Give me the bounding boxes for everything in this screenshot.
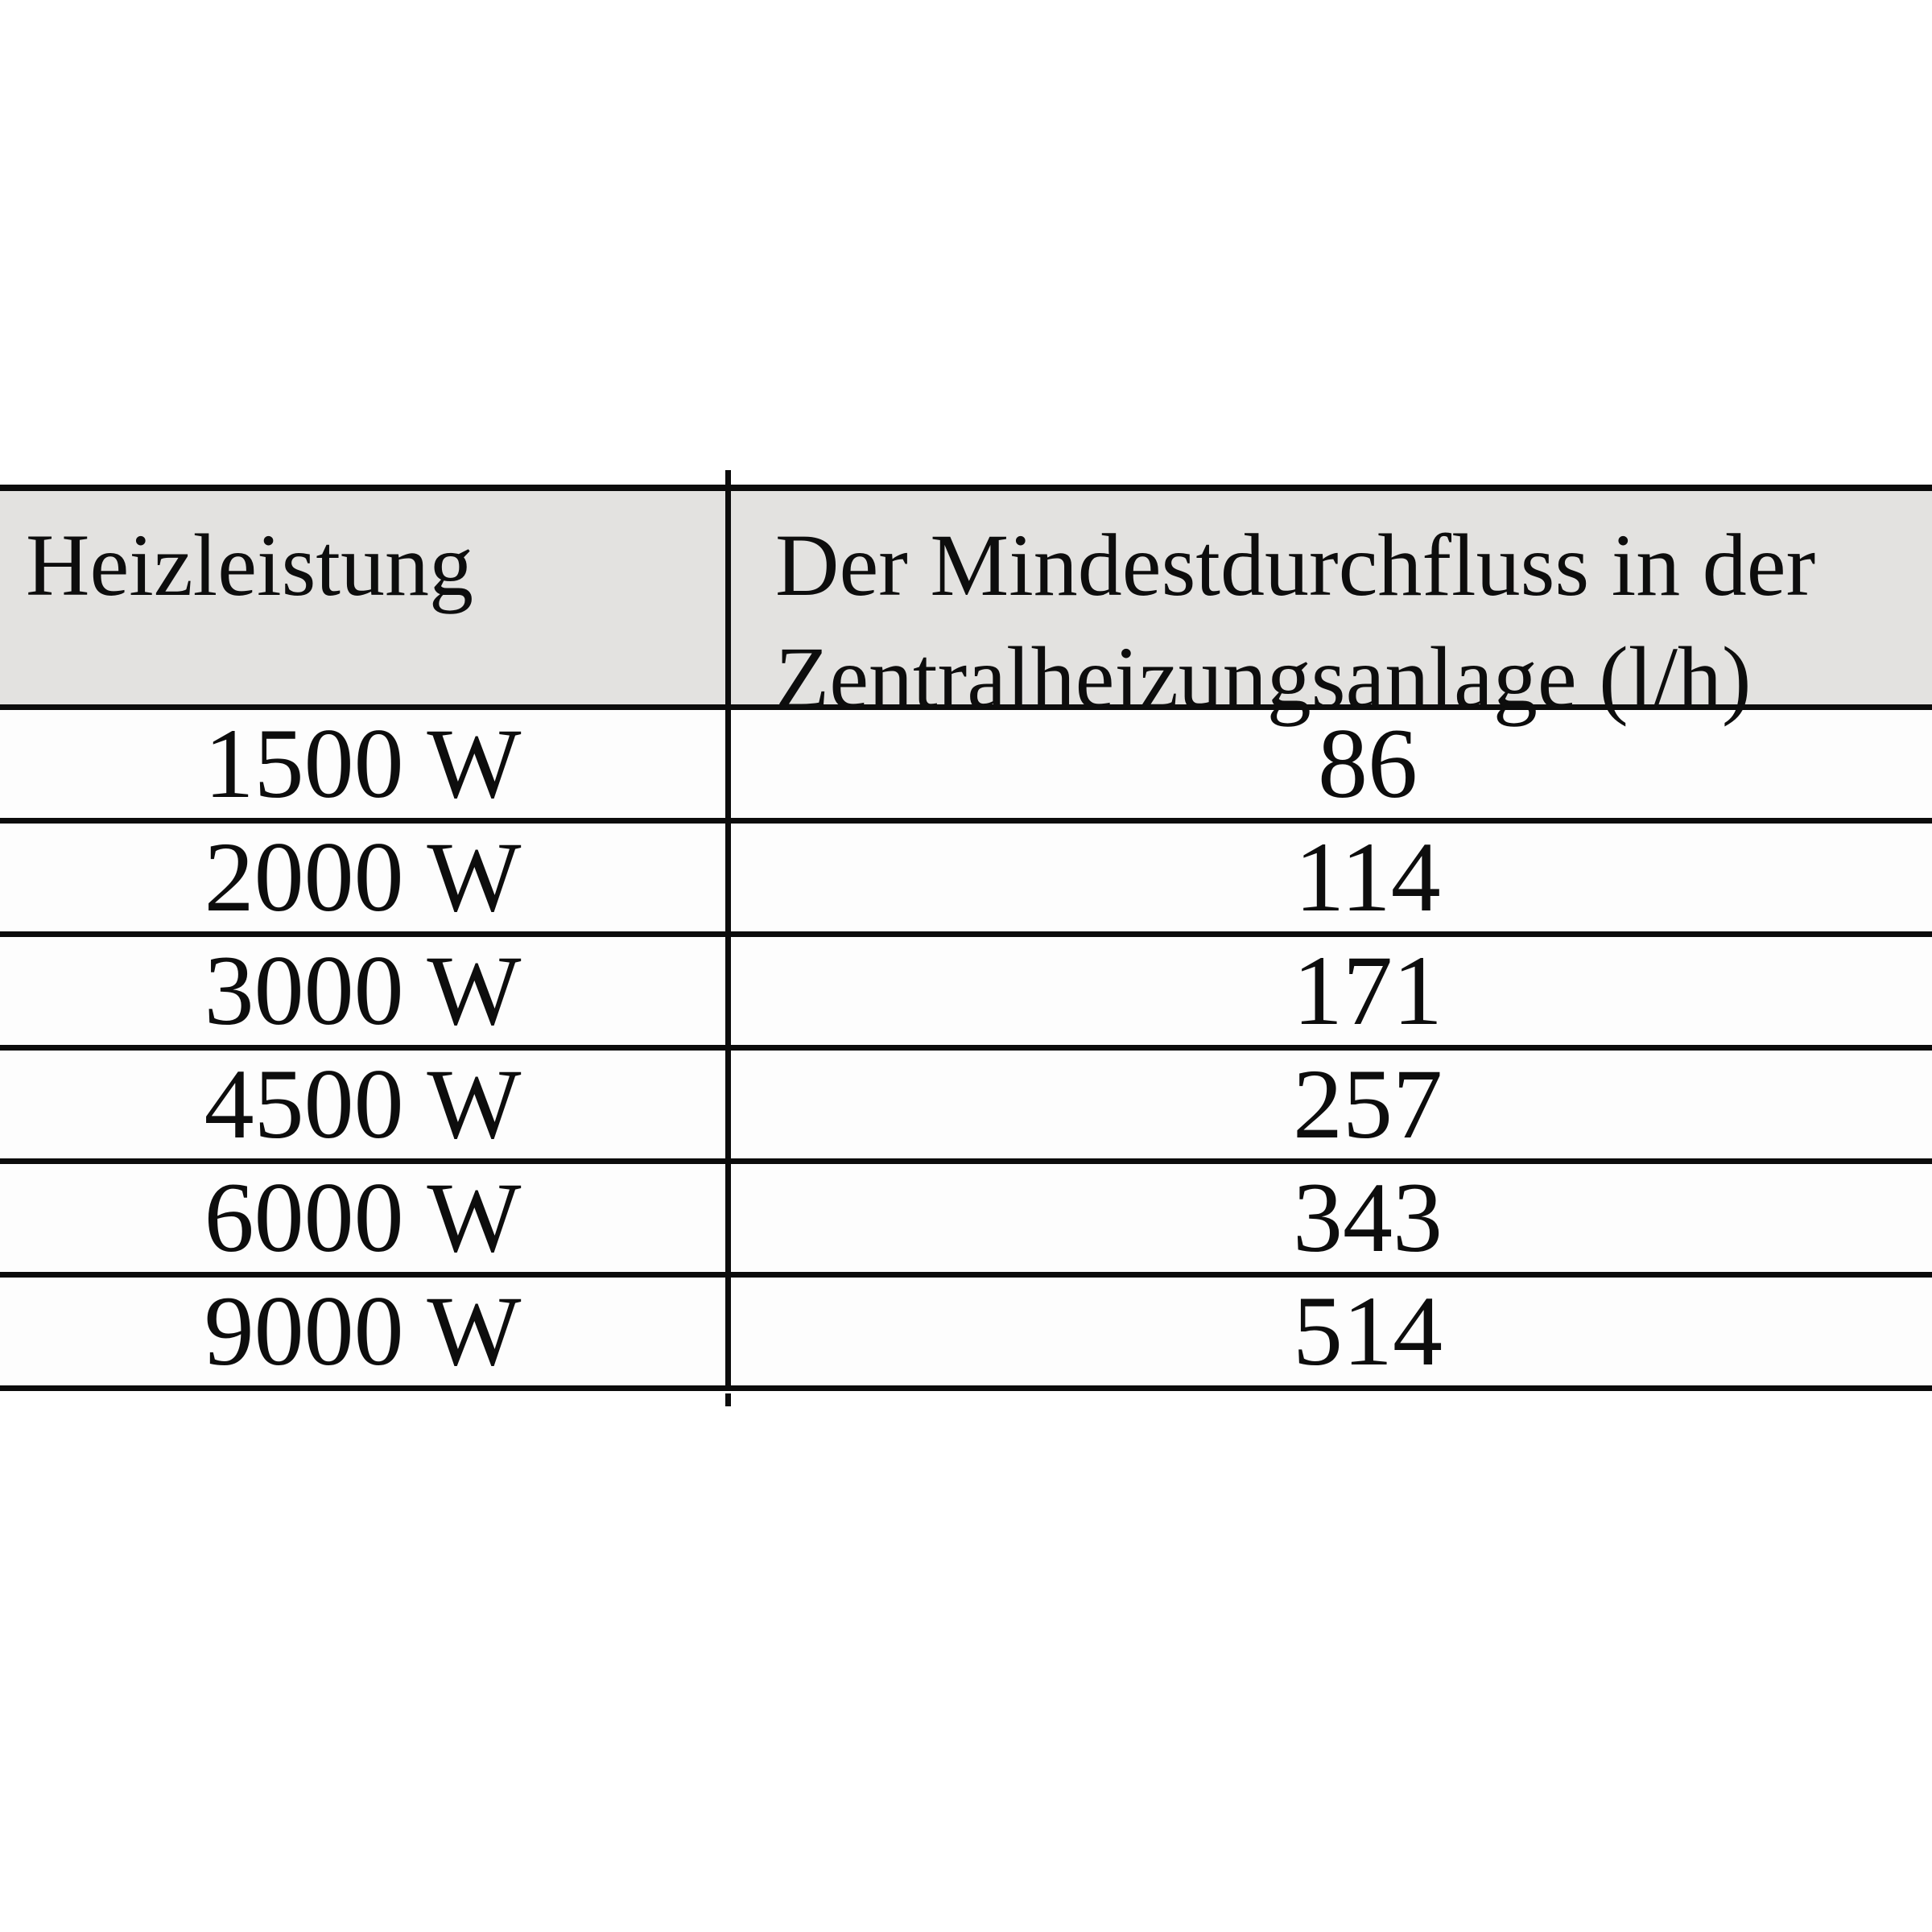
table-row: 2000 W 114	[0, 824, 1932, 937]
table-row: 6000 W 343	[0, 1164, 1932, 1278]
column-divider-overshoot-bottom	[725, 1393, 731, 1406]
header-cell-mindestdurchfluss: Der Mindestdurchfluss in der Zentralheiz…	[731, 491, 1932, 727]
heating-flow-table: Heizleistung Der Mindestdurchfluss in de…	[0, 485, 1932, 1391]
flow-cell: 114	[1294, 822, 1441, 932]
header-line-1: Der Mindestdurchfluss in der	[775, 516, 1816, 614]
table-row: 1500 W 86	[0, 710, 1932, 824]
table-row: 9000 W 514	[0, 1278, 1932, 1385]
power-cell: 1500 W	[0, 710, 731, 818]
flow-cell: 257	[1293, 1049, 1443, 1159]
header-cell-heizleistung: Heizleistung	[0, 491, 731, 704]
table-header-row: Heizleistung Der Mindestdurchfluss in de…	[0, 491, 1932, 727]
column-divider-overshoot-top	[725, 470, 731, 486]
table-row: 3000 W 171	[0, 937, 1932, 1051]
power-cell: 2000 W	[0, 824, 731, 931]
header-line-2: Zentralheizungsanlage (l/h)	[775, 629, 1752, 727]
flow-cell: 171	[1293, 935, 1443, 1046]
power-cell: 9000 W	[0, 1278, 731, 1385]
power-cell: 3000 W	[0, 937, 731, 1045]
power-cell: 6000 W	[0, 1164, 731, 1272]
flow-cell: 514	[1293, 1276, 1443, 1386]
table-row: 4500 W 257	[0, 1051, 1932, 1164]
flow-cell: 86	[1318, 708, 1418, 819]
flow-cell: 343	[1293, 1162, 1443, 1273]
power-cell: 4500 W	[0, 1051, 731, 1158]
